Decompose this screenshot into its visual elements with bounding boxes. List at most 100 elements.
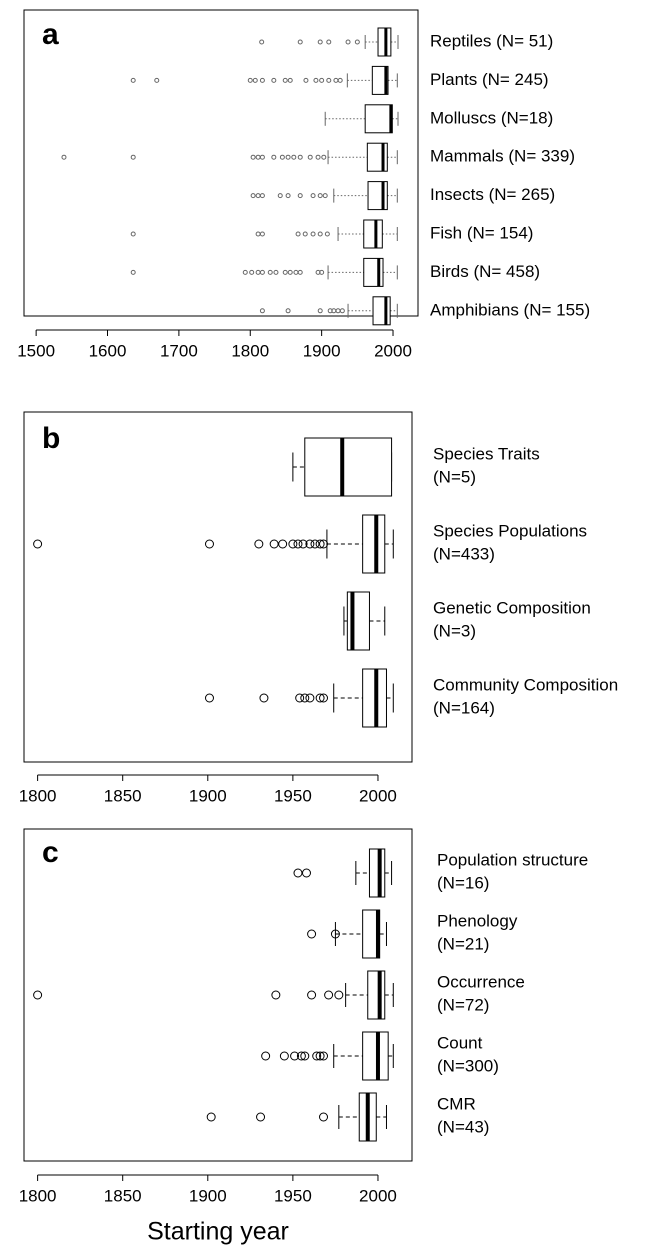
category-label: Population structure xyxy=(437,850,588,869)
outlier xyxy=(335,308,341,314)
outlier xyxy=(315,1051,325,1061)
category-label: Genetic Composition xyxy=(433,598,591,617)
category-label: Species Traits xyxy=(433,444,540,463)
outlier xyxy=(300,1051,310,1061)
outlier xyxy=(271,990,281,1000)
category-label: Fish (N= 154) xyxy=(430,223,533,242)
sample-size: (N=5) xyxy=(433,467,476,486)
outlier xyxy=(293,868,303,878)
category-label: Reptiles (N= 51) xyxy=(430,31,553,50)
outlier xyxy=(255,231,261,237)
outlier xyxy=(271,154,277,160)
outlier xyxy=(250,154,256,160)
category-label: Occurrence xyxy=(437,972,525,991)
x-axis-title: Starting year xyxy=(147,1218,289,1246)
outlier xyxy=(305,693,315,703)
sample-size: (N=164) xyxy=(433,698,495,717)
outlier xyxy=(326,39,332,45)
outlier xyxy=(33,539,43,549)
outlier xyxy=(256,1112,266,1122)
x-tick-label: 1800 xyxy=(231,341,269,360)
box xyxy=(367,970,386,1020)
outlier xyxy=(315,154,321,160)
outlier xyxy=(301,868,311,878)
outlier xyxy=(317,308,323,314)
plot-frame xyxy=(23,411,413,763)
category-label: Community Composition xyxy=(433,675,618,694)
outlier xyxy=(315,539,325,549)
outlier xyxy=(33,990,43,1000)
outlier xyxy=(259,308,265,314)
outlier xyxy=(282,77,288,83)
category-label: CMR xyxy=(437,1094,476,1113)
outlier xyxy=(295,231,301,237)
outlier xyxy=(319,77,325,83)
outlier xyxy=(319,269,325,275)
outlier xyxy=(259,231,265,237)
x-tick-label: 1800 xyxy=(19,786,57,805)
outlier xyxy=(254,539,264,549)
x-tick-label: 1700 xyxy=(160,341,198,360)
outlier xyxy=(255,269,261,275)
outlier xyxy=(288,539,298,549)
category-label: Phenology xyxy=(437,911,518,930)
panel-label: b xyxy=(42,422,60,455)
outlier xyxy=(339,308,345,314)
outlier xyxy=(255,193,261,199)
outlier xyxy=(317,39,323,45)
outlier xyxy=(297,269,303,275)
sample-size: (N=16) xyxy=(437,873,489,892)
outlier xyxy=(295,693,305,703)
outlier xyxy=(130,154,136,160)
plot-frame xyxy=(23,828,413,1162)
outlier xyxy=(297,193,303,199)
outlier xyxy=(282,269,288,275)
outlier xyxy=(287,77,293,83)
outlier xyxy=(279,1051,289,1061)
plot-frame xyxy=(23,9,419,317)
category-label: Species Populations xyxy=(433,521,587,540)
outlier xyxy=(242,269,248,275)
category-label: Birds (N= 458) xyxy=(430,262,540,281)
outlier xyxy=(317,193,323,199)
sample-size: (N=3) xyxy=(433,621,476,640)
category-label: Amphibians (N= 155) xyxy=(430,300,590,319)
category-label: Insects (N= 265) xyxy=(430,185,555,204)
outlier xyxy=(252,77,258,83)
outlier xyxy=(326,77,332,83)
outlier xyxy=(324,231,330,237)
outlier xyxy=(293,539,303,549)
outlier xyxy=(319,1051,329,1061)
outlier xyxy=(298,539,308,549)
outlier xyxy=(277,193,283,199)
category-label: Count xyxy=(437,1033,483,1052)
outlier xyxy=(247,77,253,83)
outlier xyxy=(290,1051,300,1061)
outlier xyxy=(291,154,297,160)
outlier xyxy=(319,539,329,549)
outlier xyxy=(321,154,327,160)
outlier xyxy=(271,77,277,83)
outlier xyxy=(249,269,255,275)
outlier xyxy=(259,193,265,199)
x-tick-label: 2000 xyxy=(359,1186,397,1205)
outlier xyxy=(285,308,291,314)
outlier xyxy=(259,154,265,160)
outlier xyxy=(296,1051,306,1061)
panel-label: a xyxy=(42,18,59,51)
outlier xyxy=(337,77,343,83)
x-tick-label: 2000 xyxy=(374,341,412,360)
outlier xyxy=(259,39,265,45)
outlier xyxy=(255,154,261,160)
outlier xyxy=(313,77,319,83)
x-tick-label: 1950 xyxy=(274,786,312,805)
outlier xyxy=(285,193,291,199)
outlier xyxy=(154,77,160,83)
x-tick-label: 1800 xyxy=(19,1186,57,1205)
outlier xyxy=(330,929,340,939)
outlier xyxy=(354,39,360,45)
x-tick-label: 2000 xyxy=(359,786,397,805)
category-label: Plants (N= 245) xyxy=(430,70,549,89)
outlier xyxy=(307,990,317,1000)
